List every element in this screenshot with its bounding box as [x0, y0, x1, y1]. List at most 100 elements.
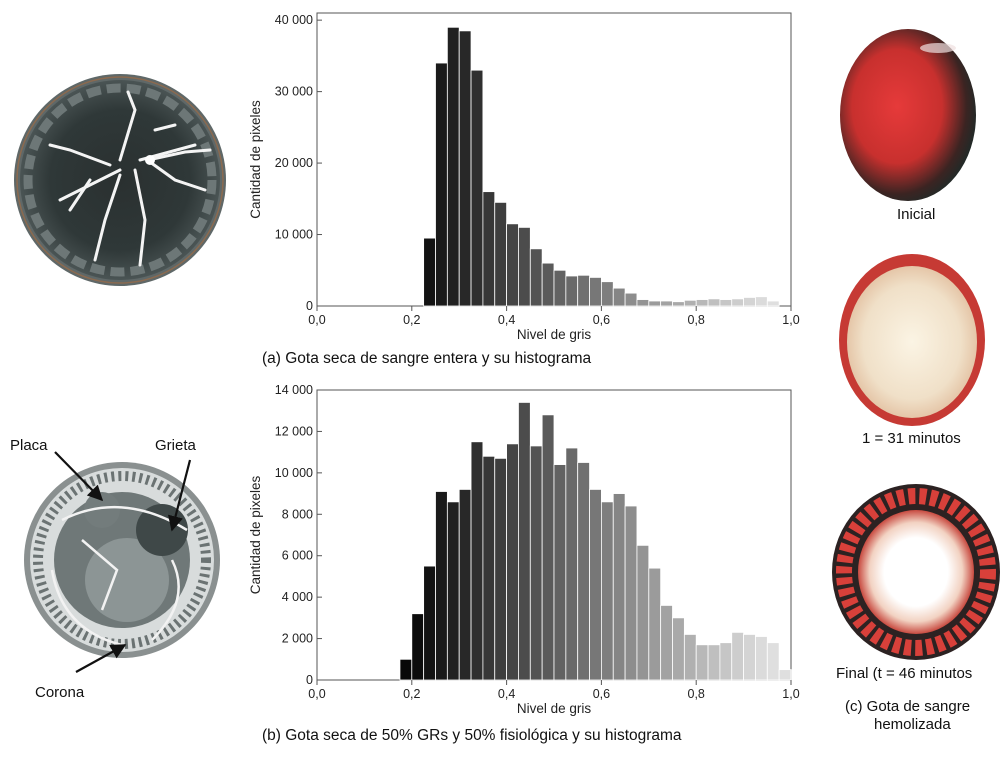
histogram-bar: [423, 237, 436, 307]
x-tick-label: 0,8: [688, 687, 705, 701]
y-tick-label: 14 000: [275, 383, 313, 397]
y-tick-label: 0: [306, 299, 313, 313]
histogram-bar: [766, 300, 780, 307]
histogram-bar: [719, 299, 733, 307]
y-axis-label: Cantidad de pixeles: [248, 100, 263, 219]
histogram-bar: [695, 644, 709, 681]
histogram-bar: [435, 62, 448, 307]
histogram-bar: [565, 275, 579, 307]
histogram-bar: [672, 617, 685, 681]
x-tick-label: 0,6: [593, 687, 610, 701]
histogram-bar: [577, 462, 590, 681]
histogram-bar: [541, 414, 555, 681]
histogram-bar: [743, 634, 756, 681]
histogram-bar: [707, 298, 721, 307]
histogram-bar: [743, 297, 756, 307]
histogram-bar: [589, 489, 602, 681]
y-tick-label: 10 000: [275, 466, 313, 480]
histogram-bar: [518, 226, 531, 307]
histogram-bar: [683, 634, 697, 681]
histogram-bar: [565, 447, 579, 681]
x-tick-label: 1,0: [782, 687, 799, 701]
histogram-bar: [553, 269, 567, 307]
histogram-bar: [423, 565, 436, 681]
annotation-grieta: Grieta: [155, 437, 196, 454]
x-tick-label: 1,0: [782, 313, 799, 327]
annotation-corona: Corona: [35, 684, 85, 701]
histogram-bar: [435, 491, 448, 681]
histogram-bar: [446, 26, 460, 307]
y-tick-label: 40 000: [275, 13, 313, 27]
x-tick-label: 0,6: [593, 313, 610, 327]
histogram-bar: [636, 544, 650, 681]
caption-b: (b) Gota seca de 50% GRs y 50% fisiológi…: [262, 727, 682, 744]
histogram-bar: [446, 501, 460, 681]
x-tick-label: 0,0: [308, 313, 325, 327]
histogram-bar: [482, 191, 496, 307]
histogram-bar: [458, 489, 472, 681]
x-tick-label: 0,4: [498, 313, 515, 327]
y-tick-label: 30 000: [275, 85, 313, 99]
drop-image-50-rbc: [24, 462, 220, 658]
histogram-bar: [506, 443, 519, 681]
y-axis-label: Cantidad de pixeles: [248, 475, 263, 594]
histogram-bar: [755, 296, 768, 307]
y-tick-label: 0: [306, 673, 313, 687]
caption-a: (a) Gota seca de sangre entera y su hist…: [262, 350, 592, 367]
histogram-bar: [731, 298, 745, 307]
x-tick-label: 0,8: [688, 313, 705, 327]
histogram-bar: [672, 301, 685, 307]
histogram-bar: [636, 299, 650, 307]
histogram-bar: [600, 501, 614, 681]
histogram-bar: [506, 223, 519, 307]
histogram-bar: [529, 445, 543, 681]
histogram-bar: [577, 274, 590, 307]
histogram-bar: [411, 613, 425, 681]
histogram-bar: [470, 69, 484, 307]
x-axis-label: Nivel de gris: [517, 327, 592, 342]
label-46-min: Final (t = 46 minutos: [836, 665, 973, 682]
x-tick-label: 0,2: [403, 313, 420, 327]
histogram-bar: [589, 277, 602, 307]
drop-image-46-min: [832, 484, 1000, 660]
x-tick-label: 0,0: [308, 687, 325, 701]
histogram-bar: [494, 201, 508, 307]
histogram-a: 0,0 0,2 0,4 0,6 0,8 1,0 0 10 000 20 000 30 000 40 …: [248, 12, 800, 342]
x-tick-label: 0,2: [403, 687, 420, 701]
caption-c-line2: hemolizada: [874, 716, 951, 733]
histogram-bar: [541, 262, 555, 307]
histogram-bar: [624, 505, 638, 681]
histogram-bar: [612, 287, 626, 307]
y-tick-label: 8 000: [282, 507, 313, 521]
x-tick-label: 0,4: [498, 687, 515, 701]
y-tick-label: 20 000: [275, 156, 313, 170]
drop-image-whole-blood: [14, 74, 226, 286]
histogram-bar: [731, 631, 745, 681]
y-tick-label: 6 000: [282, 549, 313, 563]
histogram-bar: [470, 441, 484, 681]
y-tick-label: 4 000: [282, 590, 313, 604]
drop-image-initial: [840, 29, 976, 201]
histogram-bar: [648, 300, 662, 307]
histogram-bar: [719, 642, 733, 681]
histogram-bar: [458, 30, 472, 307]
label-initial: Inicial: [897, 206, 936, 223]
x-axis-label: Nivel de gris: [517, 701, 592, 716]
histogram-bar: [518, 402, 531, 681]
label-31-min: 1 = 31 minutos: [862, 430, 961, 447]
histogram-bar: [553, 464, 567, 681]
histogram-bar: [624, 292, 638, 307]
histogram-bar: [399, 658, 413, 681]
histogram-bar: [494, 457, 508, 681]
histogram-bar: [612, 493, 626, 681]
histogram-bar: [755, 636, 768, 681]
histogram-bar: [648, 567, 662, 681]
histogram-bar: [482, 455, 496, 681]
histogram-bar: [600, 281, 614, 307]
histogram-bar: [778, 669, 792, 681]
caption-c-line1: (c) Gota de sangre: [845, 698, 971, 715]
histogram-bar: [766, 642, 780, 681]
histogram-b: 0,0 0,2 0,4 0,6 0,8 1,0 0 2 000 4 000 6 000 8 000 1…: [248, 383, 800, 716]
histogram-bar: [529, 248, 543, 307]
histogram-bar: [660, 605, 673, 681]
